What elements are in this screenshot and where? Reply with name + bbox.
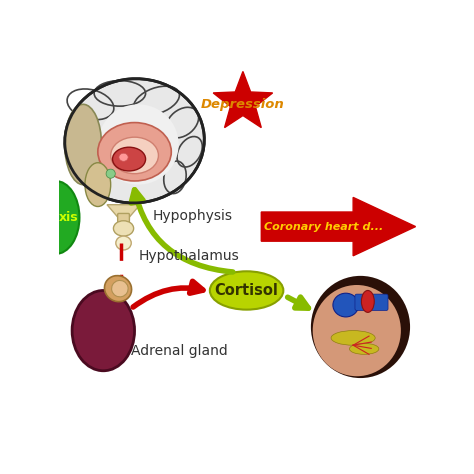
Polygon shape <box>261 197 416 256</box>
Text: xis: xis <box>59 211 78 224</box>
Ellipse shape <box>106 169 115 178</box>
Ellipse shape <box>72 291 135 371</box>
Text: Hypophysis: Hypophysis <box>153 209 233 223</box>
Ellipse shape <box>311 276 410 378</box>
Text: Hypothalamus: Hypothalamus <box>138 249 239 263</box>
Ellipse shape <box>85 163 111 207</box>
Ellipse shape <box>331 331 375 345</box>
Ellipse shape <box>98 123 171 181</box>
Text: Cortisol: Cortisol <box>215 283 279 298</box>
Text: Adrenal gland: Adrenal gland <box>131 344 228 358</box>
FancyBboxPatch shape <box>118 213 129 222</box>
Ellipse shape <box>119 153 128 161</box>
Ellipse shape <box>116 236 131 250</box>
Ellipse shape <box>313 285 401 376</box>
Ellipse shape <box>98 104 179 185</box>
Ellipse shape <box>65 104 101 185</box>
Ellipse shape <box>113 221 134 236</box>
Polygon shape <box>213 72 273 128</box>
FancyBboxPatch shape <box>355 294 388 310</box>
Ellipse shape <box>210 271 283 310</box>
Ellipse shape <box>65 79 204 203</box>
Ellipse shape <box>32 181 80 254</box>
Text: Coronary heart d...: Coronary heart d... <box>264 222 383 232</box>
Ellipse shape <box>104 276 132 301</box>
Ellipse shape <box>111 281 128 297</box>
Polygon shape <box>107 205 140 218</box>
Ellipse shape <box>361 291 374 312</box>
Ellipse shape <box>333 293 359 317</box>
Ellipse shape <box>110 137 158 173</box>
Ellipse shape <box>112 147 146 171</box>
Ellipse shape <box>349 343 379 355</box>
Text: Depression: Depression <box>201 98 285 111</box>
